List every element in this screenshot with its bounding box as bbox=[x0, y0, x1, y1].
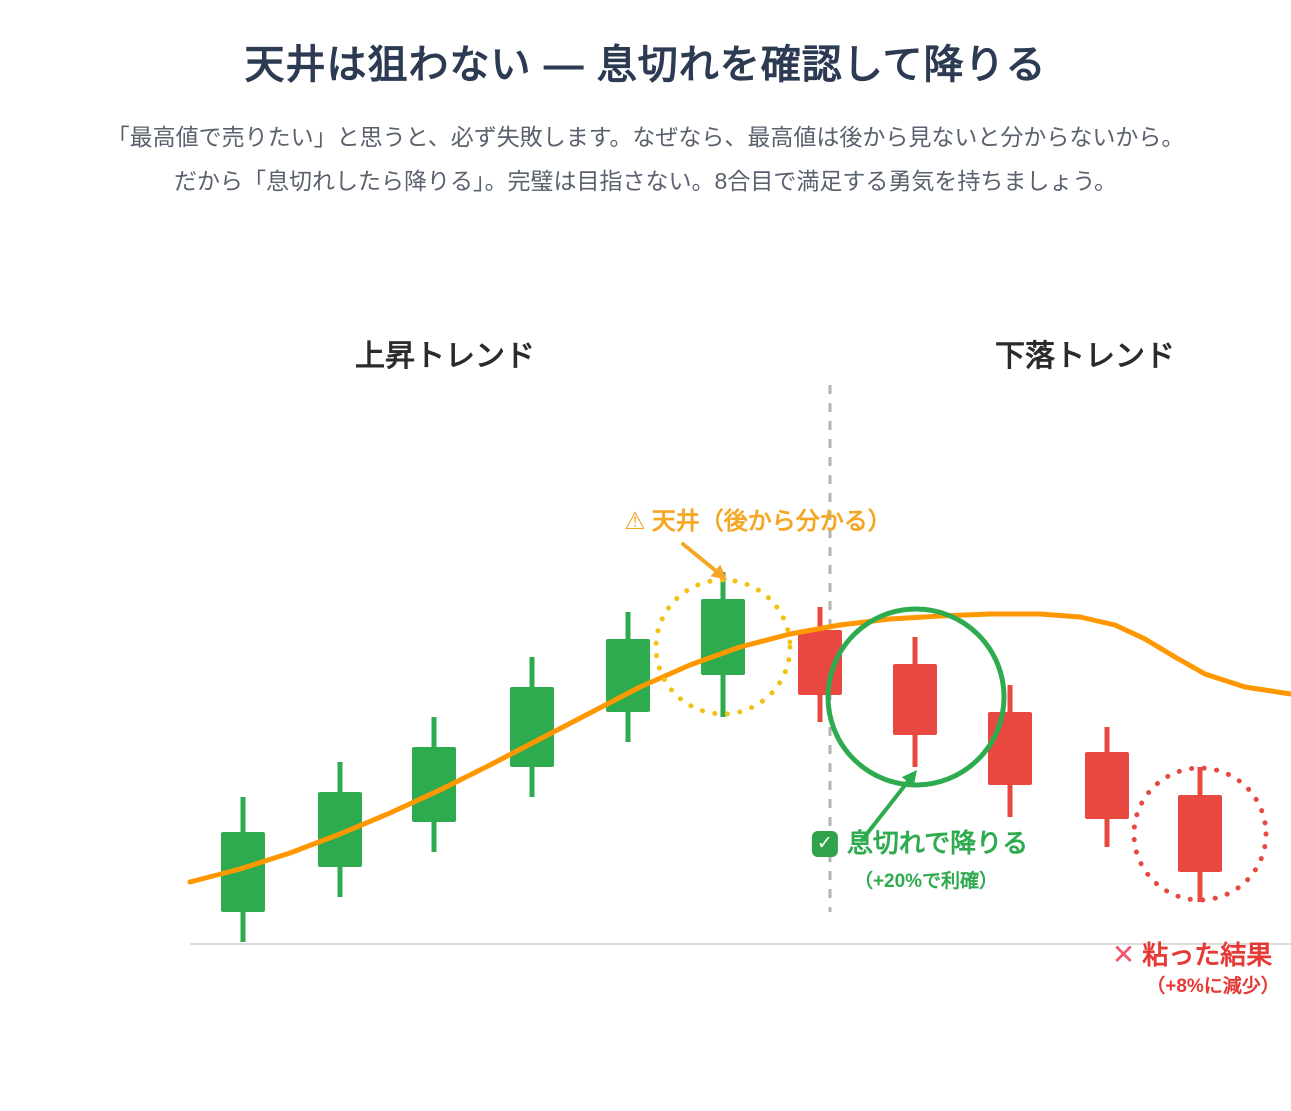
peak-annotation: ⚠ 天井（後から分かる） bbox=[624, 501, 892, 536]
candle-body-2 bbox=[318, 792, 362, 868]
peak-arrow-shaft bbox=[681, 542, 718, 573]
exit-arrow-head bbox=[901, 770, 917, 787]
exit-highlight-circle bbox=[825, 606, 1007, 788]
description: 「最高値で売りたい」と思うと、必ず失敗します。なぜなら、最高値は後から見ないと分… bbox=[66, 116, 1226, 203]
peak-annotation-text: 天井（後から分かる） bbox=[651, 508, 892, 536]
hold-highlight-circle bbox=[1131, 765, 1269, 903]
exit-arrow-shaft bbox=[860, 780, 910, 843]
x-icon: ✕ bbox=[1111, 939, 1136, 971]
uptrend-label: 上昇トレンド bbox=[355, 340, 535, 374]
check-icon: ✓ bbox=[811, 831, 838, 858]
hold-annotation: ✕ 粘った結果 bbox=[1112, 935, 1272, 972]
hold-annotation-subtext: （+8%に減少） bbox=[1146, 976, 1280, 998]
exit-annotation-text: 息切れで降りる bbox=[846, 828, 1029, 859]
peak-arrow-head bbox=[710, 565, 727, 581]
exit-annotation: ✓ 息切れで降りる bbox=[811, 823, 1029, 860]
chart-area: 上昇トレンド 下落トレンド ⚠ 天井（後から分かる） ✓ 息切れで降りる （+20%… bbox=[0, 317, 1291, 1006]
candle-body-3 bbox=[412, 747, 456, 823]
warning-icon: ⚠ bbox=[624, 508, 646, 536]
downtrend-label: 下落トレンド bbox=[995, 340, 1175, 374]
candle-body-10 bbox=[1085, 752, 1129, 820]
description-line-1: 「最高値で売りたい」と思うと、必ず失敗します。なぜなら、最高値は後から見ないと分… bbox=[106, 124, 1185, 150]
candle-body-1 bbox=[221, 832, 265, 913]
hold-annotation-text: 粘った結果 bbox=[1142, 940, 1273, 971]
candle-body-6 bbox=[701, 599, 745, 676]
candle-body-8 bbox=[893, 664, 937, 736]
page-title: 天井は狙わない — 息切れを確認して降りる bbox=[244, 43, 1047, 87]
candle-body-4 bbox=[510, 687, 554, 768]
candlestick-chart bbox=[187, 385, 1291, 946]
candle-body-11 bbox=[1178, 795, 1222, 873]
lesson-page: 天井は狙わない — 息切れを確認して降りる 「最高値で売りたい」と思うと、必ず失… bbox=[0, 32, 1291, 1111]
candle-body-9 bbox=[988, 712, 1032, 786]
moving-average-line bbox=[187, 611, 1291, 885]
candle-body-5 bbox=[606, 639, 650, 713]
peak-highlight-circle bbox=[653, 577, 793, 717]
exit-annotation-subtext: （+20%で利確） bbox=[853, 871, 999, 893]
description-line-2: だから「息切れしたら降りる」。完璧は目指さない。8合目で満足する勇気を持ちましょ… bbox=[174, 167, 1117, 194]
